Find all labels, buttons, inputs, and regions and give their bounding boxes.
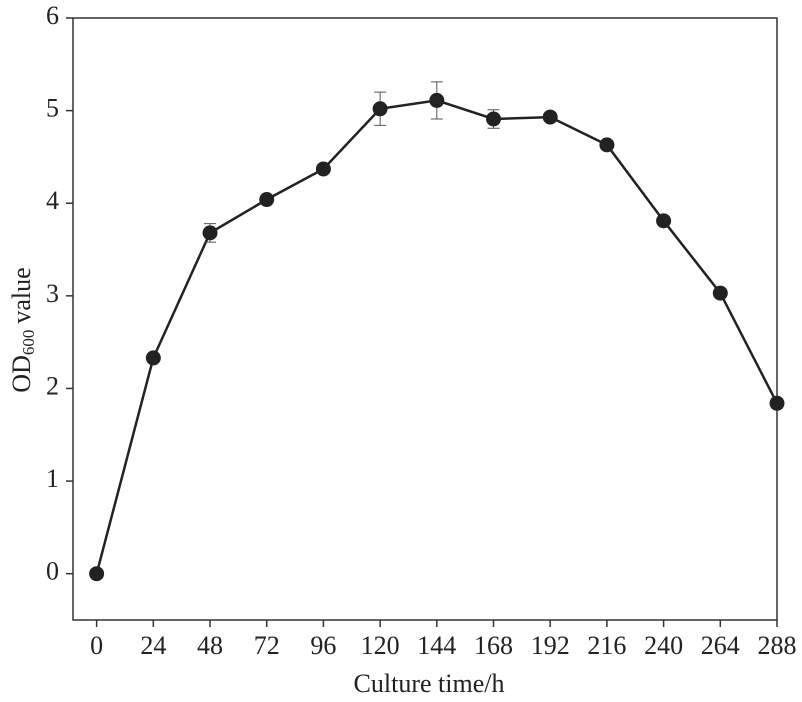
y-tick-label: 6 bbox=[46, 1, 59, 30]
plot-frame bbox=[72, 17, 778, 621]
x-tick-label: 192 bbox=[531, 631, 570, 660]
data-point bbox=[599, 137, 615, 153]
y-label-main: OD bbox=[7, 355, 36, 393]
data-point bbox=[202, 225, 218, 241]
x-tick-label: 144 bbox=[417, 631, 456, 660]
y-tick-label: 2 bbox=[46, 371, 59, 400]
x-tick-label: 288 bbox=[758, 631, 797, 660]
data-line bbox=[95, 99, 779, 575]
x-tick-label: 24 bbox=[140, 631, 166, 660]
y-label-sub: 600 bbox=[19, 330, 38, 356]
y-label-rest: value bbox=[7, 267, 36, 323]
data-point bbox=[259, 192, 275, 208]
x-tick-label: 168 bbox=[474, 631, 513, 660]
data-point bbox=[89, 566, 105, 582]
data-point bbox=[486, 111, 502, 127]
data-point bbox=[372, 101, 388, 117]
data-point bbox=[656, 213, 672, 229]
y-tick-label: 5 bbox=[46, 94, 59, 123]
y-tick-label: 0 bbox=[46, 557, 59, 586]
data-point bbox=[712, 285, 728, 301]
x-tick-label: 96 bbox=[310, 631, 336, 660]
data-point bbox=[542, 109, 558, 125]
x-tick-label: 48 bbox=[197, 631, 223, 660]
x-tick-label: 264 bbox=[701, 631, 740, 660]
data-point bbox=[769, 395, 785, 411]
x-tick-label: 120 bbox=[361, 631, 400, 660]
x-tick-label: 0 bbox=[90, 631, 103, 660]
data-point bbox=[315, 161, 331, 177]
x-tick-label: 240 bbox=[644, 631, 683, 660]
x-tick-label: 216 bbox=[587, 631, 626, 660]
x-axis-label: Culture time/h bbox=[354, 669, 505, 698]
y-tick-label: 3 bbox=[46, 279, 59, 308]
y-tick-label: 4 bbox=[46, 186, 59, 215]
y-axis-label: OD600 value bbox=[7, 267, 38, 392]
data-point bbox=[145, 350, 161, 366]
data-point bbox=[429, 92, 445, 108]
y-tick-label: 1 bbox=[46, 464, 59, 493]
x-tick-label: 72 bbox=[254, 631, 280, 660]
